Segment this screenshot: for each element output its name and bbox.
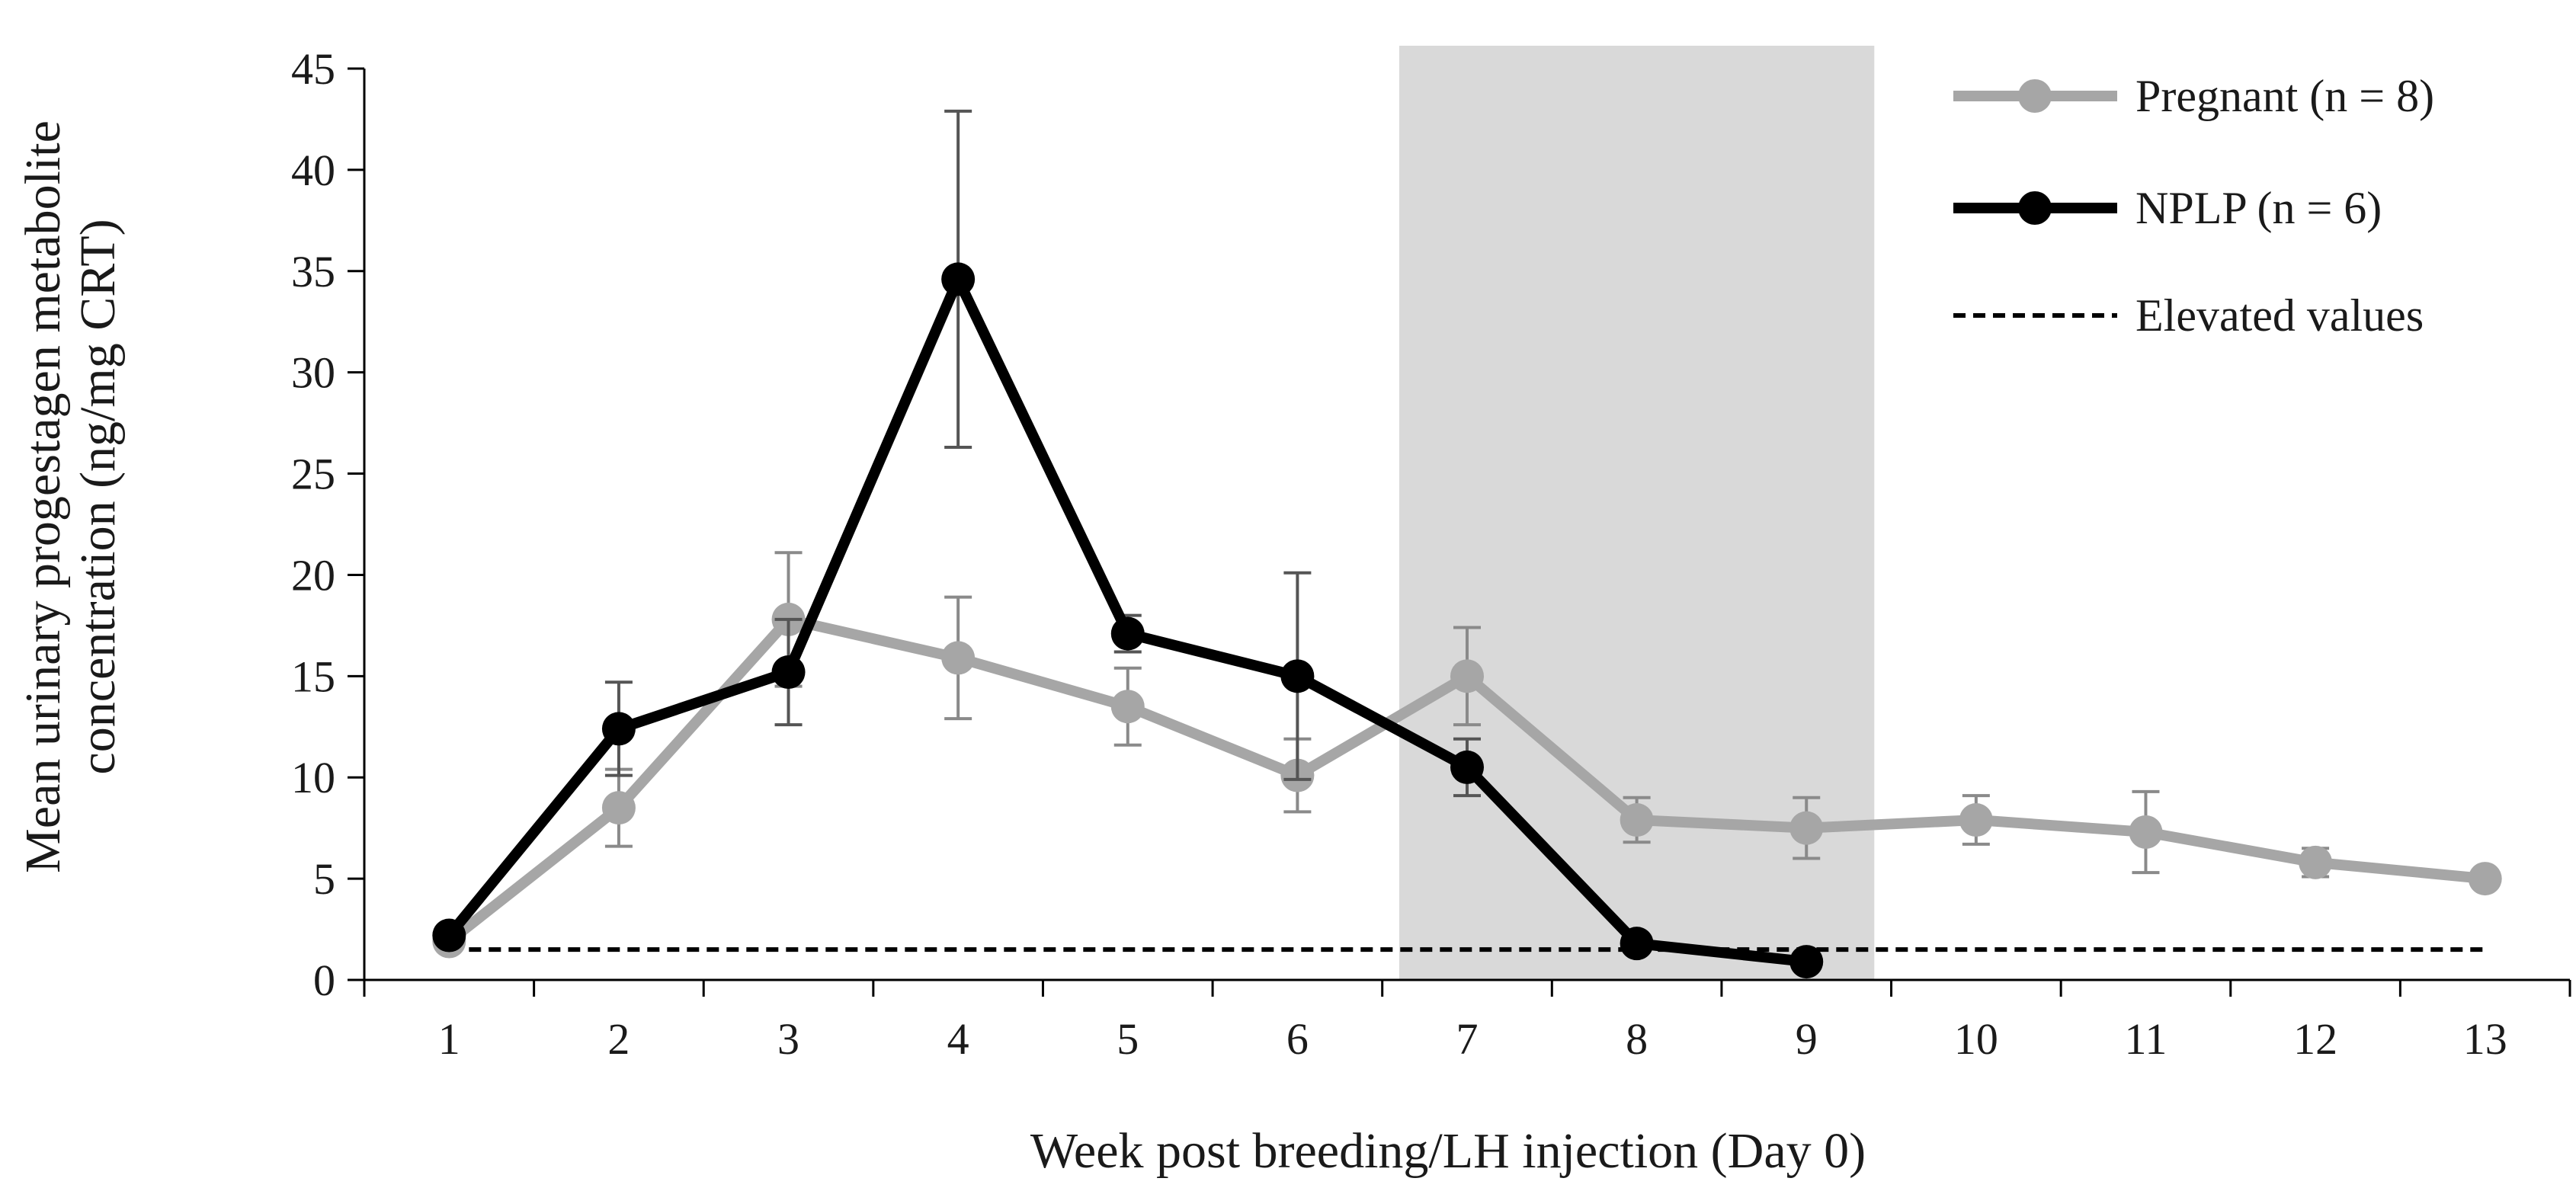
legend-item-pregnant: Pregnant (n = 8) — [1953, 71, 2434, 121]
x-axis-title: Week post breeding/LH injection (Day 0) — [1030, 1123, 1866, 1179]
y-tick-label: 0 — [313, 956, 335, 1005]
legend-label-nplp: NPLP (n = 6) — [2135, 183, 2382, 233]
data-point — [1789, 811, 1824, 845]
x-tick-label: 6 — [1286, 1014, 1309, 1064]
x-tick-label: 7 — [1456, 1014, 1479, 1064]
x-tick-label: 11 — [2125, 1014, 2167, 1064]
data-point — [432, 918, 466, 952]
y-axis: 0 5 10 15 20 25 30 35 40 45 — [291, 44, 366, 1005]
x-tick-label: 13 — [2463, 1014, 2507, 1064]
data-point — [1110, 690, 1145, 724]
y-axis-title-line2: concentration (ng/mg CRT) — [70, 219, 126, 774]
x-axis: 1 2 3 4 5 6 7 8 9 10 11 12 13 — [363, 978, 2571, 1064]
data-point — [1280, 659, 1315, 693]
data-point — [2299, 845, 2333, 879]
x-tick-label: 3 — [777, 1014, 799, 1064]
legend-marker-nplp — [2018, 191, 2052, 225]
data-point — [601, 791, 636, 825]
x-tick-label: 1 — [438, 1014, 460, 1064]
data-point — [1620, 927, 1654, 961]
data-point — [941, 262, 976, 296]
y-tick-label: 15 — [291, 652, 335, 701]
y-tick-label: 40 — [291, 146, 335, 195]
legend: Pregnant (n = 8) NPLP (n = 6) Elevated v… — [1953, 71, 2434, 341]
y-tick-label: 35 — [291, 247, 335, 296]
x-tick-label: 2 — [607, 1014, 630, 1064]
data-point — [941, 641, 976, 675]
y-tick-label: 25 — [291, 450, 335, 499]
x-tick-label: 9 — [1796, 1014, 1818, 1064]
data-point — [1789, 945, 1824, 979]
y-axis-title-line1: Mean urinary progestagen metabolite — [15, 120, 71, 873]
data-point — [1110, 616, 1145, 651]
y-tick-label: 45 — [291, 44, 335, 94]
legend-item-elevated-values: Elevated values — [1953, 290, 2424, 341]
data-point — [1959, 803, 1993, 837]
data-point — [601, 712, 636, 746]
x-tick-label: 10 — [1954, 1014, 1998, 1064]
data-point — [2129, 815, 2163, 849]
y-tick-label: 30 — [291, 348, 335, 398]
data-point — [1450, 750, 1484, 784]
legend-label-pregnant: Pregnant (n = 8) — [2135, 71, 2434, 121]
x-tick-label: 8 — [1626, 1014, 1648, 1064]
series-group — [432, 109, 2502, 979]
x-tick-label: 4 — [947, 1014, 969, 1064]
legend-marker-pregnant — [2018, 79, 2052, 113]
x-tick-label: 5 — [1117, 1014, 1139, 1064]
y-tick-label: 5 — [313, 854, 335, 904]
y-tick-label: 20 — [291, 550, 335, 600]
legend-label-elevated-values: Elevated values — [2135, 290, 2424, 341]
y-tick-label: 10 — [291, 753, 335, 802]
data-point — [771, 655, 806, 690]
data-point — [2468, 862, 2502, 896]
data-point — [1620, 803, 1654, 837]
legend-item-nplp: NPLP (n = 6) — [1953, 183, 2382, 233]
x-tick-label: 12 — [2293, 1014, 2337, 1064]
series-nplp — [432, 109, 1824, 979]
data-point — [1450, 659, 1484, 693]
